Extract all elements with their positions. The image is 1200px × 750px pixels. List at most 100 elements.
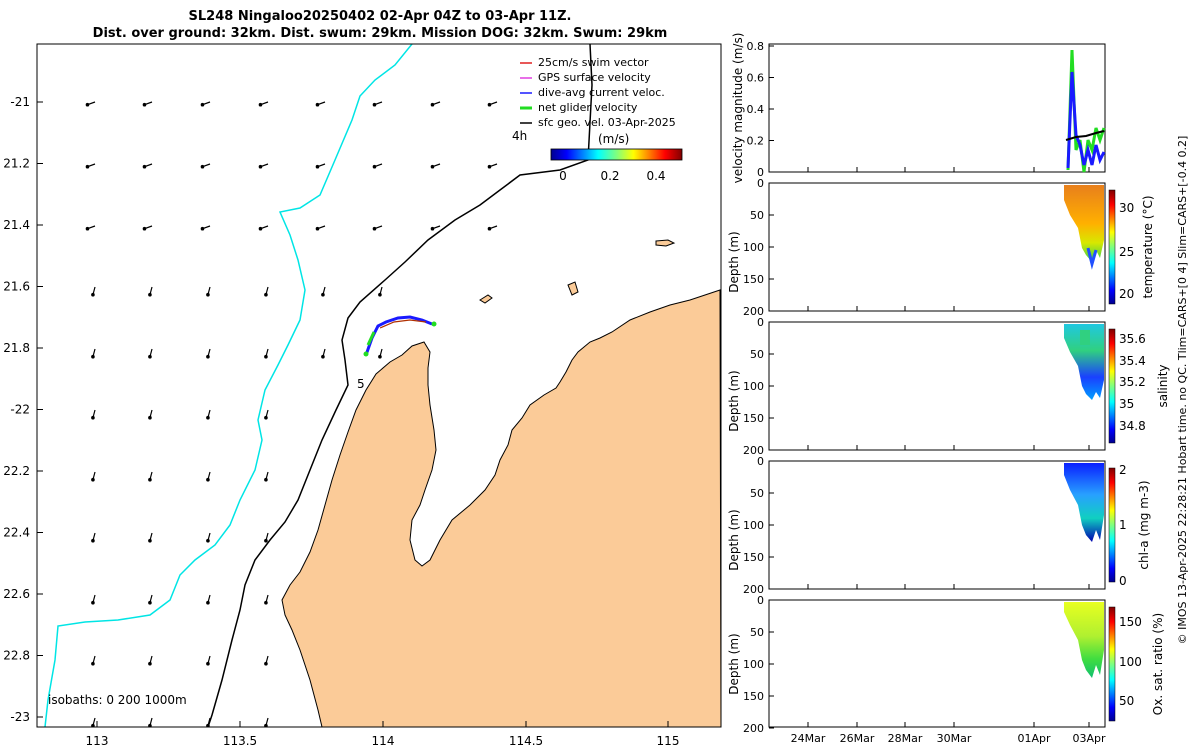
- map-y-tick: 21.8: [3, 341, 30, 355]
- depth-tick: 150: [743, 551, 764, 564]
- temperature-panel: 30 25 20 temperature (°C) Depth (m): [727, 182, 1155, 312]
- velocity-arrow-head: [315, 226, 320, 231]
- chart-title-line1: SL248 Ningaloo20250402 02-Apr 04Z to 03-…: [188, 9, 572, 24]
- temp-cbar-20: 20: [1119, 287, 1134, 301]
- velocity-arrow-head: [91, 415, 95, 420]
- velocity-arrow-head: [91, 477, 95, 482]
- depth-tick: 100: [743, 241, 764, 254]
- time-tick: 28Mar: [888, 732, 923, 745]
- chart-title-line2: Dist. over ground: 32km. Dist. swum: 29k…: [92, 26, 668, 41]
- velocity-arrow-head: [487, 164, 492, 169]
- shelf-contour: [44, 44, 413, 727]
- velocity-arrow-head: [315, 102, 320, 107]
- depth-tick: 50: [750, 348, 764, 361]
- velocity-arrow-head: [91, 600, 95, 605]
- sal-cbar-1: 35.6: [1119, 332, 1146, 346]
- legend-net-velocity: net glider velocity: [538, 101, 638, 114]
- depth-tick: 100: [743, 519, 764, 532]
- surface-velocity-arrows: [85, 101, 498, 728]
- sal-cbar-label: salinity: [1156, 364, 1170, 407]
- depth-tick: 50: [750, 487, 764, 500]
- velocity-y-tick: 0.6: [747, 72, 765, 85]
- depth-tick: 100: [743, 380, 764, 393]
- map-y-tick: 22.8: [3, 649, 30, 663]
- time-tick: 01Apr: [1017, 732, 1051, 745]
- velocity-arrow-head: [372, 164, 377, 169]
- depth-tick: 0: [757, 594, 764, 607]
- legend-dive-avg: dive-avg current veloc.: [538, 86, 665, 99]
- map-y-tick: 21.6: [3, 280, 30, 294]
- velocity-arrow-head: [142, 102, 147, 107]
- velocity-y-tick: 0.4: [747, 103, 765, 116]
- velocity-arrow-head: [321, 292, 325, 297]
- temp-cbar-25: 25: [1119, 245, 1134, 259]
- velocity-arrow-head: [430, 164, 435, 169]
- map-x-tick: 113: [86, 734, 109, 748]
- sal-ylabel: Depth (m): [727, 370, 741, 431]
- marker-4h: 4h: [512, 129, 527, 143]
- colorbar-tick-2: 0.4: [646, 169, 665, 183]
- legend-gps-velocity: GPS surface velocity: [538, 71, 651, 84]
- velocity-arrow-head: [85, 102, 90, 107]
- salinity-panel: 35.6 35.4 35.2 35 34.8 salinity Depth (m…: [727, 321, 1170, 451]
- land-mass: [281, 289, 721, 727]
- chl-cbar-0: 0: [1119, 574, 1127, 588]
- legend-sfc-geo: sfc geo. vel. 03-Apr-2025: [538, 116, 676, 129]
- map-legend: 25cm/s swim vector GPS surface velocity …: [512, 56, 683, 183]
- velocity-arrow-head: [206, 292, 210, 297]
- velocity-panel: velocity magnitude (m/s): [731, 33, 1106, 183]
- velocity-arrow-head: [372, 102, 377, 107]
- velocity-arrow-head: [264, 723, 268, 728]
- velocity-arrow-head: [148, 600, 152, 605]
- glider-track: [363, 315, 437, 357]
- velocity-arrow-head: [487, 102, 492, 107]
- velocity-arrow-head: [264, 600, 268, 605]
- velocity-y-tick: 0.2: [747, 135, 765, 148]
- velocity-arrow-head: [200, 164, 205, 169]
- velocity-arrow-head: [91, 292, 95, 297]
- depth-tick: 0: [757, 316, 764, 329]
- velocity-y-tick: 0.8: [747, 40, 765, 53]
- velocity-arrow-head: [148, 292, 152, 297]
- velocity-arrow-head: [148, 354, 152, 359]
- time-tick: 26Mar: [840, 732, 875, 745]
- colorbar-tick-0: 0: [559, 169, 567, 183]
- velocity-arrow-head: [264, 538, 268, 543]
- sal-cbar-2: 35.4: [1119, 354, 1146, 368]
- velocity-arrow-head: [91, 661, 95, 666]
- velocity-arrow-head: [372, 226, 377, 231]
- velocity-arrow-head: [206, 354, 210, 359]
- map-x-tick: 115: [657, 734, 680, 748]
- velocity-arrow-head: [206, 415, 210, 420]
- depth-tick: 150: [743, 412, 764, 425]
- velocity-arrow-head: [430, 102, 435, 107]
- velocity-arrow-head: [264, 415, 268, 420]
- time-tick: 03Apr: [1072, 732, 1106, 745]
- copyright-note: © IMOS 13-Apr-2025 22:28:21 Hobart time.…: [1176, 136, 1189, 645]
- depth-axes: 0501001502000501001502000501001502000501…: [743, 177, 774, 735]
- time-tick: 30Mar: [937, 732, 972, 745]
- depth-tick: 50: [750, 626, 764, 639]
- velocity-arrow-head: [91, 354, 95, 359]
- velocity-arrow-head: [91, 538, 95, 543]
- velocity-arrow-head: [200, 226, 205, 231]
- velocity-arrow-head: [430, 226, 435, 231]
- time-axis: 24Mar 26Mar 28Mar 30Mar 01Apr 03Apr: [791, 167, 1106, 745]
- velocity-arrow-head: [206, 723, 210, 728]
- map-y-tick: 21.4: [3, 218, 30, 232]
- sal-cbar-5: 34.8: [1119, 419, 1146, 433]
- velocity-arrow-head: [148, 477, 152, 482]
- colorbar-tick-1: 0.2: [600, 169, 619, 183]
- time-tick: 24Mar: [791, 732, 826, 745]
- oxygen-panel: 150 100 50 Ox. sat. ratio (%) Depth (m): [727, 599, 1165, 728]
- legend-swim-vector: 25cm/s swim vector: [538, 56, 649, 69]
- depth-tick: 100: [743, 658, 764, 671]
- marker-5: 5: [357, 377, 365, 391]
- isobaths-label: isobaths: 0 200 1000m: [48, 693, 187, 707]
- depth-tick: 0: [757, 177, 764, 190]
- ox-cbar-50: 50: [1119, 694, 1134, 708]
- depth-tick: 150: [743, 690, 764, 703]
- depth-tick: 200: [743, 305, 764, 318]
- sal-cbar-4: 35: [1119, 397, 1134, 411]
